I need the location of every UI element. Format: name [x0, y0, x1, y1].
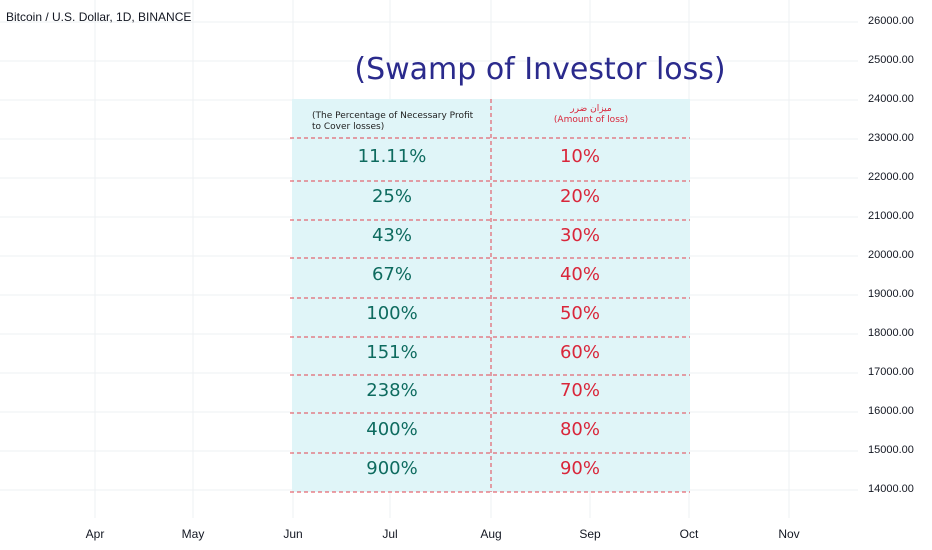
price-tick-label: 22000.00 — [868, 171, 914, 183]
month-tick-label: Apr — [85, 527, 105, 541]
loss-cell: 20% — [559, 186, 600, 207]
profit-cell: 151% — [366, 342, 418, 363]
profit-header-line-2: to Cover losses) — [312, 122, 385, 132]
profit-cell: 11.11% — [357, 146, 427, 167]
loss-header-line-1: میزان ضرر — [570, 104, 612, 114]
month-tick-label: Jun — [283, 527, 303, 541]
table-title: (Swamp of Investor loss) — [354, 52, 726, 87]
month-tick-label: Sep — [579, 527, 601, 541]
month-tick-label: Jul — [382, 527, 398, 541]
price-tick-label: 19000.00 — [868, 288, 914, 300]
loss-cell: 10% — [559, 146, 600, 167]
profit-column-header: (The Percentage of Necessary Profit to C… — [312, 111, 492, 133]
price-tick-label: 21000.00 — [868, 210, 914, 222]
price-tick-label: 26000.00 — [868, 15, 914, 27]
price-tick-label: 15000.00 — [868, 444, 914, 456]
loss-cell: 70% — [559, 380, 600, 401]
profit-cell: 100% — [366, 303, 418, 324]
price-tick-label: 23000.00 — [868, 132, 914, 144]
loss-cell: 50% — [559, 303, 600, 324]
loss-header-line-2: (Amount of loss) — [553, 115, 629, 125]
symbol-title: Bitcoin / U.S. Dollar, 1D, BINANCE — [6, 10, 192, 24]
price-tick-label: 16000.00 — [868, 405, 914, 417]
month-tick-label: May — [181, 527, 205, 541]
profit-cell: 25% — [371, 186, 412, 207]
profit-header-line-1: (The Percentage of Necessary Profit — [312, 111, 474, 121]
profit-cell: 900% — [366, 458, 418, 479]
loss-cell: 60% — [559, 342, 600, 363]
loss-column-header: میزان ضرر (Amount of loss) — [492, 104, 690, 126]
profit-cell: 238% — [366, 380, 418, 401]
loss-cell: 30% — [559, 225, 600, 246]
month-tick-label: Aug — [480, 527, 502, 541]
loss-cell: 90% — [559, 458, 600, 479]
loss-cell: 40% — [559, 264, 600, 285]
price-tick-label: 20000.00 — [868, 249, 914, 261]
price-tick-label: 24000.00 — [868, 93, 914, 105]
price-tick-label: 18000.00 — [868, 327, 914, 339]
month-tick-label: Oct — [679, 527, 699, 541]
profit-cell: 43% — [371, 225, 412, 246]
profit-cell: 400% — [366, 419, 418, 440]
month-tick-label: Nov — [778, 527, 800, 541]
price-tick-label: 17000.00 — [868, 366, 914, 378]
price-tick-label: 25000.00 — [868, 54, 914, 66]
loss-cell: 80% — [559, 419, 600, 440]
price-tick-label: 14000.00 — [868, 483, 914, 495]
profit-cell: 67% — [371, 264, 412, 285]
